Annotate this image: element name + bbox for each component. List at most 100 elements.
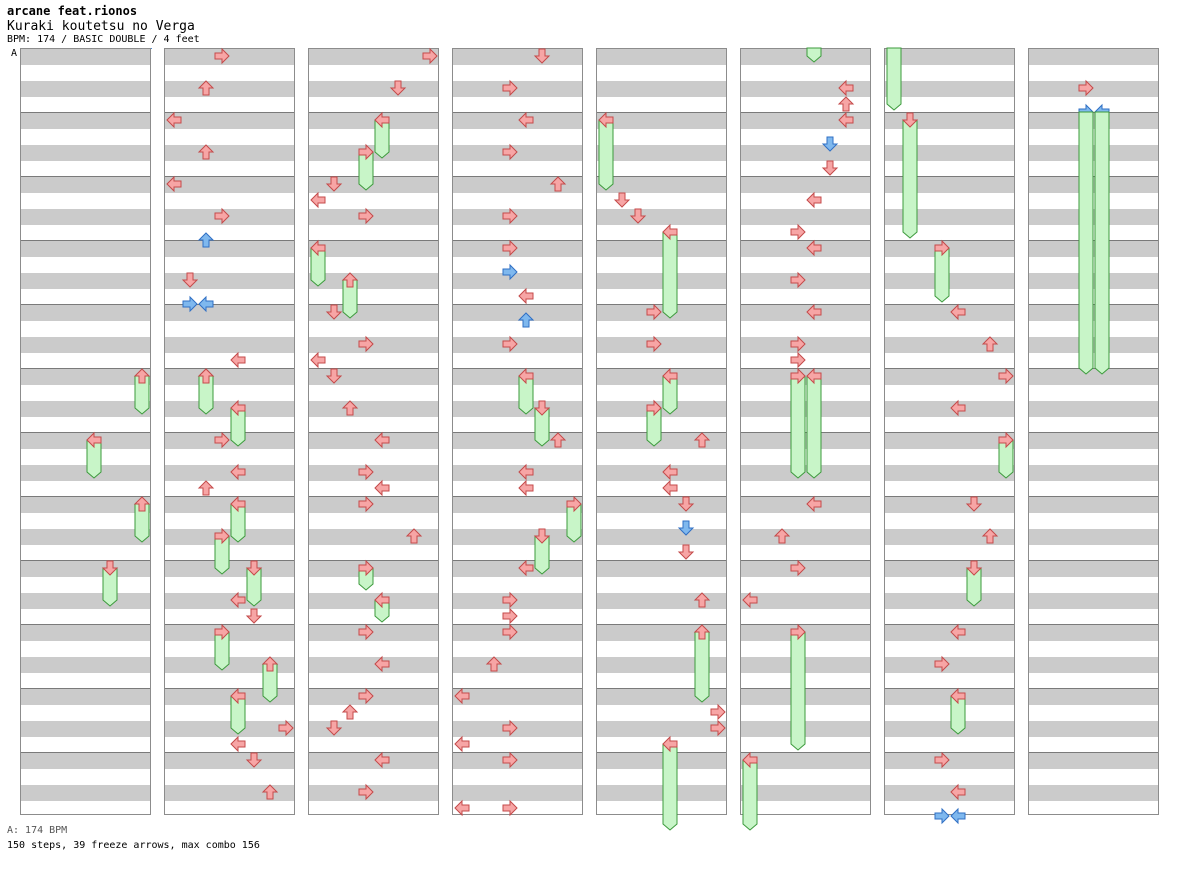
left-arrow-icon [230,463,246,481]
down-arrow-icon [533,400,551,416]
beat-band [453,81,582,97]
left-arrow-icon [454,799,470,817]
right-arrow-icon [278,719,294,737]
beat-band [1029,49,1158,65]
measure-line [309,560,438,561]
beat-band [21,209,150,225]
beat-band [165,689,294,705]
beat-band [21,369,150,385]
up-arrow-icon [693,624,711,640]
down-arrow-icon [965,496,983,512]
beat-band [453,753,582,769]
measure-line [1029,496,1158,497]
beat-band [597,625,726,641]
beat-band [21,433,150,449]
left-arrow-icon [806,239,822,257]
beat-band [741,465,870,481]
blue-left-arrow-icon [950,807,966,825]
up-arrow-icon [197,368,215,384]
beat-band [309,337,438,353]
left-arrow-icon [310,351,326,369]
beat-band [309,465,438,481]
measure-line [741,560,870,561]
up-arrow-icon [693,432,711,448]
beat-band [741,49,870,65]
up-arrow-icon [693,592,711,608]
beat-band [309,305,438,321]
beat-band [597,465,726,481]
down-arrow-icon [533,528,551,544]
beat-band [21,145,150,161]
beat-band [453,465,582,481]
beat-band [1029,433,1158,449]
beat-band [885,369,1014,385]
measure-line [597,560,726,561]
beat-band [309,209,438,225]
freeze-body [902,119,918,239]
left-arrow-icon [230,735,246,753]
blue-up-arrow-icon [517,312,535,328]
left-arrow-icon [950,303,966,321]
beat-band [885,465,1014,481]
measure-line [741,496,870,497]
chart-column-2 [164,48,295,815]
measure-line [597,368,726,369]
measure-line [309,624,438,625]
left-arrow-icon [742,591,758,609]
right-arrow-icon [1078,79,1094,97]
measure-line [21,176,150,177]
beat-band [21,497,150,513]
measure-line [597,176,726,177]
beat-band [741,593,870,609]
beat-band [165,465,294,481]
left-arrow-icon [374,431,390,449]
beat-band [309,657,438,673]
down-arrow-icon [965,560,983,576]
beat-band [597,81,726,97]
measure-line [453,240,582,241]
chart-column-8 [1028,48,1159,815]
beat-band [885,657,1014,673]
right-arrow-icon [502,607,518,625]
beat-band [597,497,726,513]
beat-band [453,209,582,225]
freeze-body [806,47,822,63]
up-arrow-icon [485,656,503,672]
beat-band [165,241,294,257]
blue-up-arrow-icon [197,232,215,248]
blue-right-arrow-icon [502,263,518,281]
beat-band [453,721,582,737]
beat-band [309,401,438,417]
measure-line [1029,432,1158,433]
right-arrow-icon [214,623,230,641]
beat-band [597,273,726,289]
left-arrow-icon [950,783,966,801]
up-arrow-icon [197,80,215,96]
beat-band [21,753,150,769]
beat-band [165,657,294,673]
freeze-body [662,743,678,831]
freeze-body [598,119,614,191]
left-arrow-icon [806,191,822,209]
right-arrow-icon [214,207,230,225]
down-arrow-icon [677,496,695,512]
left-arrow-icon [598,111,614,129]
beat-band [741,337,870,353]
measure-line [309,304,438,305]
beat-band [597,49,726,65]
beat-band [1029,401,1158,417]
beat-band [597,753,726,769]
up-arrow-icon [341,272,359,288]
beat-band [453,529,582,545]
right-arrow-icon [358,783,374,801]
left-arrow-icon [806,495,822,513]
right-arrow-icon [502,79,518,97]
measure-line [1029,752,1158,753]
beat-band [453,497,582,513]
beat-band [597,721,726,737]
down-arrow-icon [533,48,551,64]
up-arrow-icon [341,704,359,720]
left-arrow-icon [742,751,758,769]
right-arrow-icon [710,719,726,737]
beat-band [453,177,582,193]
